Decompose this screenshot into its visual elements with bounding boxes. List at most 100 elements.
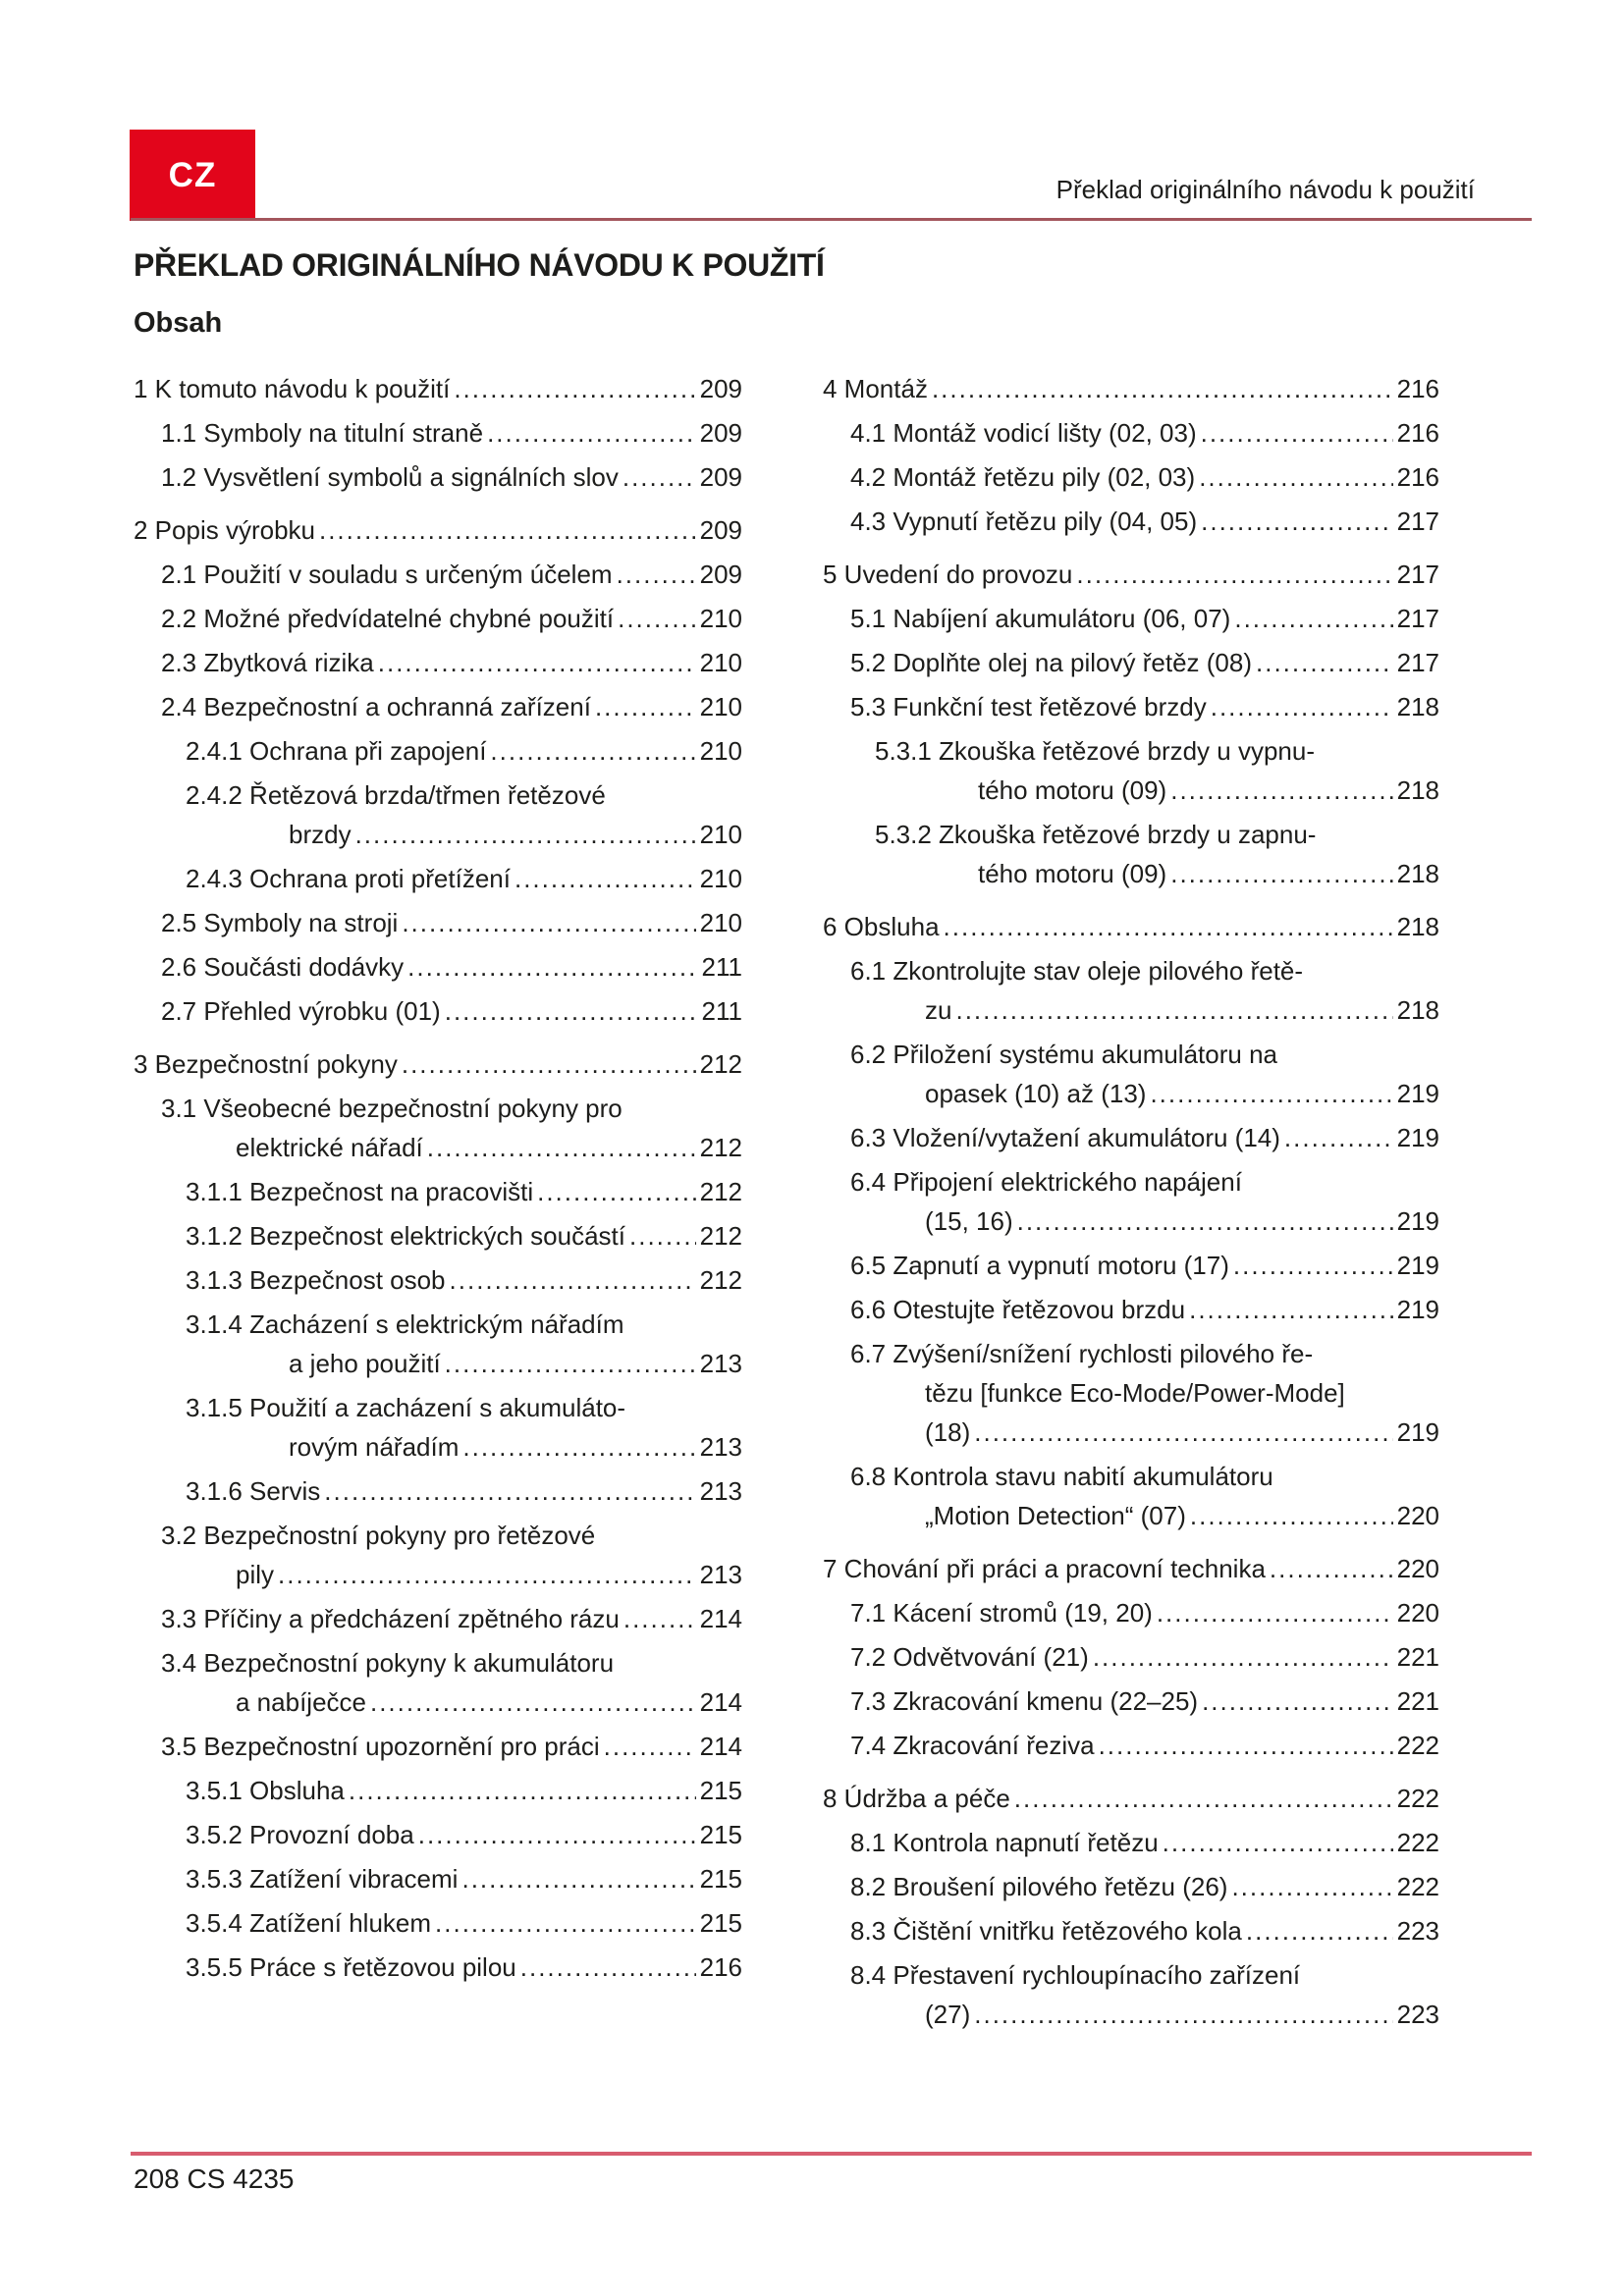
toc-entry: 5.2 Doplňte olej na pilový řetěz (08)...… [823,643,1439,682]
dot-leader: ........................................… [1210,692,1393,721]
toc-page-number: 216 [1396,462,1439,492]
toc-line: 2.7 Přehled výrobku (01)................… [134,991,742,1031]
toc-page-number: 212 [699,1221,742,1251]
toc-line: 3.1.4 Zacházení s elektrickým nářadím [134,1305,742,1344]
toc-page-number: 220 [1396,1554,1439,1583]
toc-text: 4.2 Montáž řetězu pily (02, 03) [850,462,1196,492]
toc-page-number: 209 [699,560,742,589]
toc-line: 5.2 Doplňte olej na pilový řetěz (08)...… [823,643,1439,682]
content-area: PŘEKLAD ORIGINÁLNÍHO NÁVODU K POUŽITÍ Ob… [134,247,1441,2039]
toc-page-number: 221 [1396,1642,1439,1672]
toc-entry: 2.4.2 Řetězová brzda/třmen řetězové brzdy… [134,775,742,854]
toc-entry: 3.1.4 Zacházení s elektrickým nářadím a j… [134,1305,742,1383]
dot-leader: ........................................… [1200,418,1393,448]
toc-line: 8.4 Přestavení rychloupínacího zařízení [823,1955,1439,1995]
header-title: Překlad originálního návodu k použití [1056,175,1475,204]
toc-page-number: 219 [1396,1417,1439,1447]
toc-page-number: 211 [701,952,742,982]
toc-line: 4.1 Montáž vodicí lišty (02, 03)........… [823,413,1439,453]
toc-entry: 8.4 Přestavení rychloupínacího zařízení (… [823,1955,1439,2034]
toc-page-number: 221 [1396,1686,1439,1716]
toc-text: 3.5.5 Práce s řetězovou pilou [186,1952,516,1982]
toc-page-number: 210 [699,692,742,721]
toc-text: 8.3 Čištění vnitřku řetězového kola [850,1916,1242,1946]
dot-leader: ........................................… [537,1177,696,1206]
page-title: PŘEKLAD ORIGINÁLNÍHO NÁVODU K POUŽITÍ [134,247,825,283]
toc-page-number: 209 [699,374,742,403]
toc-page-number: 213 [699,1476,742,1506]
toc-text: 3.1.3 Bezpečnost osob [186,1265,446,1295]
toc-text: 7.4 Zkracování řeziva [850,1731,1095,1760]
toc-text: (27) [925,2000,971,2029]
toc-entry: 1 K tomuto návodu k použití.............… [134,369,742,408]
toc-line: 3.5.1 Obsluha...........................… [134,1771,742,1810]
toc-page-number: 214 [699,1732,742,1761]
toc-entry: 1.1 Symboly na titulní straně...........… [134,413,742,453]
dot-leader: ........................................… [449,1265,696,1295]
dot-leader: ........................................… [1189,1295,1393,1324]
toc-line: 2.2 Možné předvídatelné chybné použití..… [134,599,742,638]
toc-page-number: 211 [701,996,742,1026]
toc-page-number: 222 [1396,1872,1439,1901]
toc-line: 8.3 Čištění vnitřku řetězového kola.....… [823,1911,1439,1950]
toc-text: 2.4.2 Řetězová brzda/třmen řetězové [186,780,606,810]
toc-entry: 2.3 Zbytková rizika.....................… [134,643,742,682]
toc-line: 5.1 Nabíjení akumulátoru (06, 07).......… [823,599,1439,638]
toc-line: 7.2 Odvětvování (21)....................… [823,1637,1439,1677]
toc-entry: 3.2 Bezpečnostní pokyny pro řetězové pily… [134,1516,742,1594]
toc-line: 6.2 Přiložení systému akumulátoru na [823,1035,1439,1074]
toc-page-number: 223 [1396,1916,1439,1946]
toc-line: 4.2 Montáž řetězu pily (02, 03).........… [823,457,1439,497]
toc-page-number: 210 [699,820,742,849]
toc-page-number: 219 [1396,1123,1439,1152]
dot-leader: ........................................… [402,908,695,937]
dot-leader: ........................................… [1245,1916,1393,1946]
toc-entry: 6.1 Zkontrolujte stav oleje pilového řet… [823,951,1439,1030]
language-badge-label: CZ [168,155,217,194]
dot-leader: ........................................… [514,864,696,893]
toc-page-number: 212 [699,1265,742,1295]
toc-line: 3.5.3 Zatížení vibracemi................… [134,1859,742,1898]
toc-text: 3.5.1 Obsluha [186,1776,345,1805]
toc-entry: 2.4.3 Ochrana proti přetížení...........… [134,859,742,898]
dot-leader: ........................................… [1232,1251,1393,1280]
dot-leader: ........................................… [1013,1784,1393,1813]
header-divider [131,218,1532,221]
dot-leader: ........................................… [377,648,696,677]
dot-leader: ........................................… [1170,859,1392,888]
toc-text: 7.1 Kácení stromů (19, 20) [850,1598,1153,1628]
toc-text: 3 Bezpečnostní pokyny [134,1049,398,1079]
toc-column-right: 4 Montáž................................… [823,369,1439,2039]
toc-text: 2 Popis výrobku [134,515,315,545]
dot-leader: ........................................… [1016,1206,1393,1236]
toc-text: tého motoru (09) [978,859,1167,888]
toc-page-number: 212 [699,1133,742,1162]
toc-line: 5 Uvedení do provozu....................… [823,555,1439,594]
toc-line: 6.7 Zvýšení/snížení rychlosti pilového ř… [823,1334,1439,1373]
toc-text: 3.1.2 Bezpečnost elektrických součástí [186,1221,626,1251]
toc-line: 3.1.1 Bezpečnost na pracovišti..........… [134,1172,742,1211]
toc-line: pily....................................… [134,1555,742,1594]
toc-page-number: 222 [1396,1784,1439,1813]
toc-line: tého motoru (09)........................… [823,854,1439,893]
toc-line: 7.3 Zkracování kmenu (22–25)............… [823,1682,1439,1721]
dot-leader: ........................................… [487,418,696,448]
toc-entry: 6.6 Otestujte řetězovou brzdu...........… [823,1290,1439,1329]
toc-entry: 3.5.2 Provozní doba.....................… [134,1815,742,1854]
toc-page-number: 223 [1396,2000,1439,2029]
toc-entry: 3.4 Bezpečnostní pokyny k akumulátoru a n… [134,1643,742,1722]
toc-page-number: 217 [1396,604,1439,633]
dot-leader: ........................................… [1283,1123,1393,1152]
toc-line: 4.3 Vypnutí řetězu pily (04, 05)........… [823,502,1439,541]
toc-line: tého motoru (09)........................… [823,771,1439,810]
toc-entry: 8 Údržba a péče.........................… [823,1779,1439,1818]
toc-text: 5.3.1 Zkouška řetězové brzdy u vypnu- [875,736,1316,766]
toc-entry: 1.2 Vysvětlení symbolů a signálních slov… [134,457,742,497]
toc-text: 2.5 Symboly na stroji [161,908,399,937]
toc-page-number: 212 [699,1177,742,1206]
toc-entry: 6.8 Kontrola stavu nabití akumulátoru „Mo… [823,1457,1439,1535]
toc-entry: 3.5.1 Obsluha...........................… [134,1771,742,1810]
toc-page-number: 220 [1396,1501,1439,1530]
toc-entry: 3.1.5 Použití a zacházení s akumuláto-ro… [134,1388,742,1467]
toc-entry: 3.1.2 Bezpečnost elektrických součástí..… [134,1216,742,1255]
